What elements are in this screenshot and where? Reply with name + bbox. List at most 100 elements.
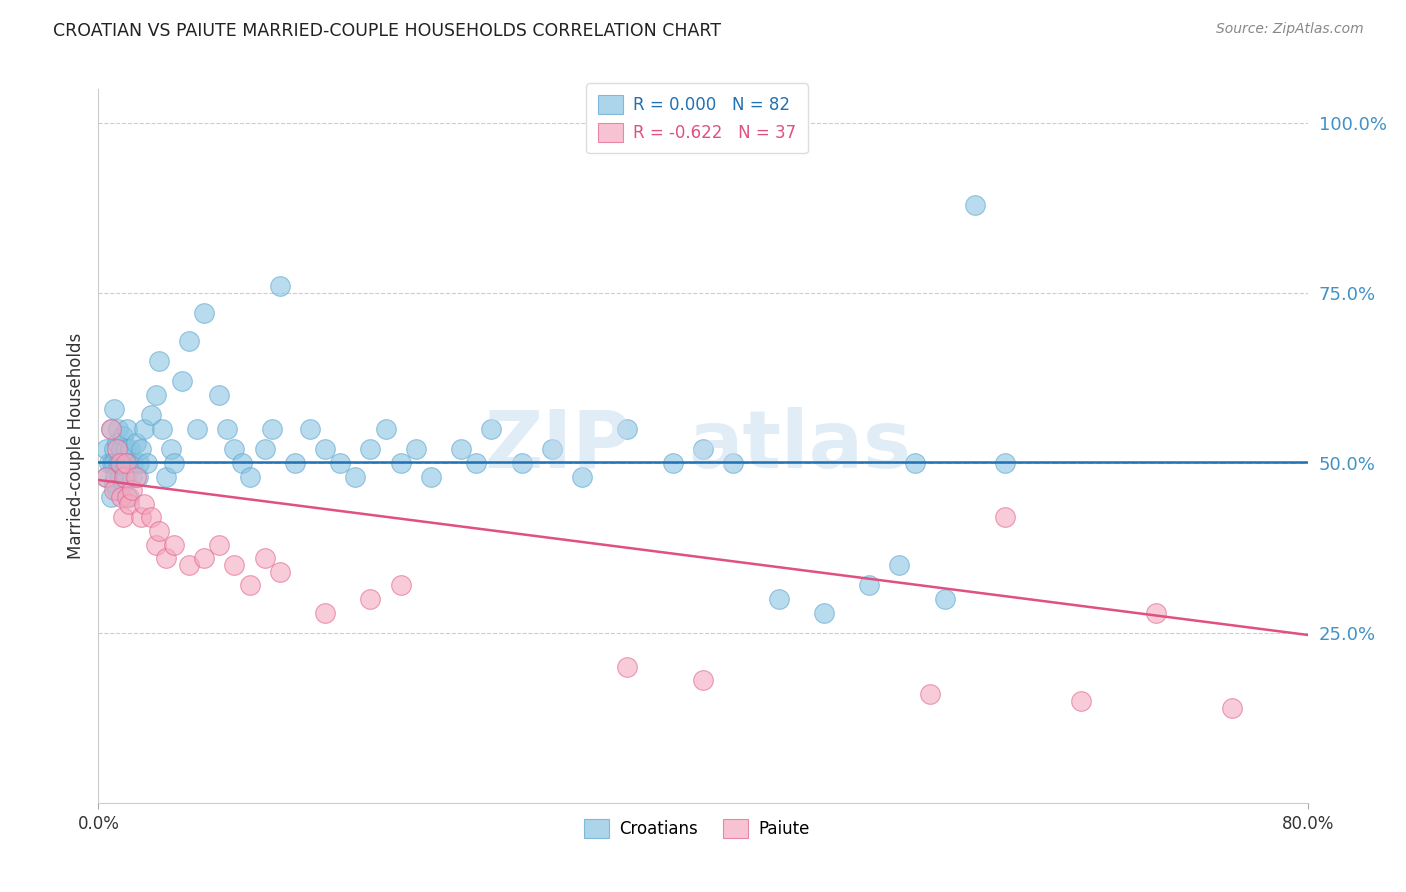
Point — [661, 456, 683, 470]
Point — [231, 456, 253, 470]
Point — [723, 456, 745, 470]
Point — [262, 422, 284, 436]
Point — [148, 524, 170, 538]
Point — [111, 429, 134, 443]
Point — [224, 558, 246, 572]
Point — [481, 422, 503, 436]
Point — [284, 456, 307, 470]
Point — [616, 660, 638, 674]
Point — [510, 456, 533, 470]
Point — [269, 565, 291, 579]
Point — [135, 456, 157, 470]
Point — [108, 469, 131, 483]
Point — [127, 469, 149, 483]
Point — [107, 422, 129, 436]
Point — [858, 578, 880, 592]
Point — [450, 442, 472, 457]
Point — [163, 456, 186, 470]
Point — [98, 456, 121, 470]
Point — [215, 422, 238, 436]
Text: Source: ZipAtlas.com: Source: ZipAtlas.com — [1216, 22, 1364, 37]
Point — [100, 490, 122, 504]
Point — [179, 334, 201, 348]
Point — [314, 442, 336, 457]
Point — [299, 422, 322, 436]
Point — [100, 422, 122, 436]
Point — [141, 409, 163, 423]
Point — [239, 578, 262, 592]
Point — [269, 279, 291, 293]
Point — [193, 551, 215, 566]
Point — [101, 456, 124, 470]
Point — [360, 442, 382, 457]
Point — [112, 469, 135, 483]
Point — [125, 469, 148, 483]
Point — [239, 469, 262, 483]
Point — [994, 456, 1017, 470]
Point — [111, 510, 134, 524]
Point — [105, 483, 128, 498]
Point — [1144, 606, 1167, 620]
Point — [103, 456, 125, 470]
Point — [118, 490, 141, 504]
Point — [111, 476, 134, 491]
Point — [128, 456, 150, 470]
Point — [141, 510, 163, 524]
Point — [179, 558, 201, 572]
Point — [94, 469, 117, 483]
Point — [103, 442, 125, 457]
Point — [813, 606, 835, 620]
Point — [208, 537, 231, 551]
Point — [889, 558, 911, 572]
Point — [115, 422, 138, 436]
Text: atlas: atlas — [688, 407, 911, 485]
Point — [105, 442, 128, 457]
Point — [145, 537, 167, 551]
Point — [120, 442, 142, 457]
Point — [465, 456, 488, 470]
Point — [100, 422, 122, 436]
Point — [224, 442, 246, 457]
Point — [389, 456, 412, 470]
Point — [132, 422, 155, 436]
Point — [208, 388, 231, 402]
Text: ZIP: ZIP — [484, 407, 631, 485]
Point — [1070, 694, 1092, 708]
Point — [314, 606, 336, 620]
Point — [170, 375, 193, 389]
Point — [105, 435, 128, 450]
Point — [186, 422, 208, 436]
Point — [112, 456, 135, 470]
Point — [107, 456, 129, 470]
Point — [360, 591, 382, 606]
Point — [125, 435, 148, 450]
Point — [122, 456, 145, 470]
Point — [253, 442, 276, 457]
Point — [103, 483, 125, 498]
Legend: Croatians, Paiute: Croatians, Paiute — [578, 812, 817, 845]
Point — [129, 510, 152, 524]
Point — [108, 456, 131, 470]
Point — [94, 469, 117, 483]
Point — [114, 442, 136, 457]
Point — [768, 591, 790, 606]
Point — [374, 422, 396, 436]
Y-axis label: Married-couple Households: Married-couple Households — [66, 333, 84, 559]
Point — [405, 442, 427, 457]
Point — [110, 456, 132, 470]
Point — [132, 497, 155, 511]
Point — [1220, 700, 1243, 714]
Point — [692, 442, 714, 457]
Point — [918, 687, 941, 701]
Point — [571, 469, 593, 483]
Point — [329, 456, 352, 470]
Point — [934, 591, 956, 606]
Point — [163, 537, 186, 551]
Point — [389, 578, 412, 592]
Point — [104, 469, 127, 483]
Point — [904, 456, 927, 470]
Point — [344, 469, 367, 483]
Point — [193, 306, 215, 320]
Point — [150, 422, 173, 436]
Point — [253, 551, 276, 566]
